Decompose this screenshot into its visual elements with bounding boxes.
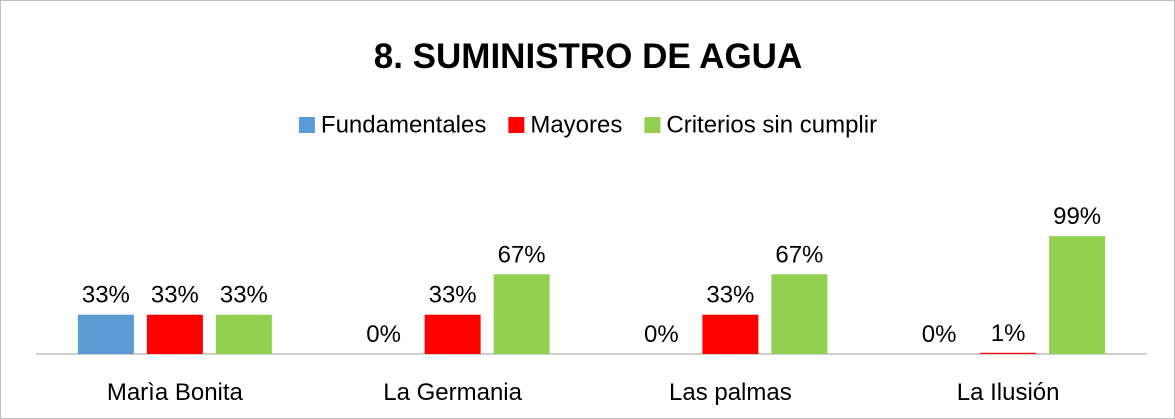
legend-label: Criterios sin cumplir bbox=[666, 111, 877, 138]
data-label: 1% bbox=[991, 320, 1026, 347]
x-tick-label: La Germania bbox=[383, 379, 522, 406]
bar bbox=[424, 314, 481, 354]
data-label: 33% bbox=[82, 282, 130, 309]
x-tick-label: Las palmas bbox=[669, 379, 792, 406]
x-tick-label: Marìa Bonita bbox=[107, 379, 244, 406]
data-label: 99% bbox=[1053, 203, 1101, 230]
bar bbox=[702, 314, 759, 354]
data-label: 33% bbox=[706, 282, 754, 309]
data-label: 0% bbox=[922, 321, 957, 348]
data-label: 33% bbox=[220, 282, 268, 309]
x-tick-label: La Ilusión bbox=[957, 379, 1060, 406]
legend-label: Mayores bbox=[530, 111, 622, 138]
data-label: 0% bbox=[366, 321, 401, 348]
legend-swatch bbox=[298, 117, 315, 133]
bar bbox=[980, 352, 1037, 354]
data-label: 67% bbox=[775, 241, 823, 268]
bar bbox=[1049, 236, 1106, 354]
bar bbox=[771, 274, 828, 354]
bar bbox=[146, 314, 203, 354]
legend-label: Fundamentales bbox=[321, 111, 486, 138]
data-label: 33% bbox=[151, 282, 199, 309]
data-label: 33% bbox=[429, 282, 477, 309]
legend-swatch bbox=[644, 117, 661, 133]
bar bbox=[215, 314, 272, 354]
chart-title: 8. SUMINISTRO DE AGUA bbox=[374, 37, 802, 76]
data-label: 67% bbox=[498, 241, 546, 268]
legend-swatch bbox=[508, 117, 525, 133]
bar bbox=[493, 274, 550, 354]
data-label: 0% bbox=[644, 321, 679, 348]
bar bbox=[77, 314, 134, 354]
